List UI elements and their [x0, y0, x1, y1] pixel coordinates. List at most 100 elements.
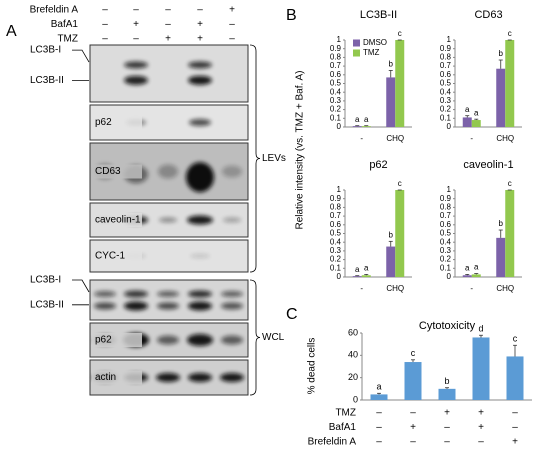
y-tick-label: 1 — [447, 185, 452, 194]
y-tick-label: 0.6 — [330, 70, 342, 79]
condition-sign: – — [102, 34, 108, 45]
blot-band — [220, 373, 244, 382]
legend-label: DMSO — [363, 38, 387, 47]
y-tick-label: 0.3 — [330, 96, 342, 105]
group-bracket — [249, 44, 261, 273]
condition-sign: + — [512, 437, 518, 448]
blot-label: CYC-1 — [95, 251, 125, 262]
condition-sign: + — [410, 422, 416, 433]
blot-label: caveolin-1 — [95, 215, 141, 226]
y-tick-label: 40 — [348, 350, 358, 360]
blot-band — [221, 291, 243, 297]
y-tick-label: 0.1 — [330, 113, 342, 122]
y-tick-label: 0.6 — [330, 220, 342, 229]
bar — [395, 40, 405, 127]
y-tick-label: 0.7 — [440, 211, 452, 220]
y-tick-label: 0.6 — [440, 220, 452, 229]
condition-sign: – — [133, 5, 139, 16]
blot-label: actin — [95, 372, 116, 383]
blot-band — [188, 75, 212, 85]
blot-label: LC3B-I — [30, 45, 61, 56]
condition-sign: – — [229, 19, 235, 30]
chart-title: caveolin-1 — [463, 159, 513, 171]
y-tick-label: 0.7 — [440, 61, 452, 70]
bar — [386, 77, 396, 127]
bar — [361, 126, 371, 127]
blot-band — [124, 61, 148, 69]
y-tick-label: 0.9 — [330, 44, 342, 53]
condition-label: TMZ — [57, 34, 78, 45]
condition-sign: – — [512, 422, 518, 433]
bar — [404, 362, 422, 400]
blot-band — [189, 119, 211, 126]
blot-band — [188, 290, 212, 298]
y-tick-label: 20 — [348, 372, 358, 382]
blot — [89, 279, 249, 321]
bar — [370, 394, 388, 400]
bar — [471, 274, 481, 277]
y-tick-label: 0.1 — [440, 113, 452, 122]
significance-letter: a — [355, 115, 360, 124]
blot — [89, 104, 249, 141]
significance-letter: b — [389, 230, 394, 239]
bar — [496, 237, 506, 277]
condition-sign: – — [197, 5, 203, 16]
y-tick-label: 0.3 — [330, 246, 342, 255]
condition-sign: – — [376, 437, 382, 448]
condition-label: Brefeldin A — [30, 5, 79, 16]
condition-sign: – — [133, 34, 139, 45]
condition-label: BafA1 — [329, 422, 357, 433]
condition-label: Brefeldin A — [308, 437, 357, 448]
significance-letter: c — [513, 334, 518, 344]
y-tick-label: 0.4 — [330, 87, 342, 96]
y-tick-label: 0 — [337, 122, 342, 131]
condition-sign: – — [512, 408, 518, 419]
significance-letter: c — [398, 179, 402, 188]
y-tick-label: 0 — [447, 122, 452, 131]
label-bg — [92, 249, 142, 263]
bar — [506, 356, 524, 400]
chart-title: CD63 — [474, 9, 502, 21]
y-tick-label: 0.4 — [330, 237, 342, 246]
significance-letter: a — [465, 105, 470, 114]
y-tick-label: 0.4 — [440, 237, 452, 246]
blot-band — [186, 162, 214, 193]
condition-sign: + — [229, 5, 235, 16]
significance-letter: c — [508, 179, 512, 188]
significance-letter: a — [364, 263, 369, 272]
chart-title: LC3B-II — [360, 9, 397, 21]
significance-letter: c — [508, 29, 512, 38]
significance-letter: a — [474, 263, 479, 272]
bar — [462, 117, 472, 127]
y-tick-label: 0 — [337, 272, 342, 281]
blot-band — [157, 291, 179, 297]
blot — [89, 44, 249, 103]
bar — [462, 275, 472, 277]
blot-band — [94, 302, 116, 310]
x-tick-label: CHQ — [386, 284, 404, 293]
condition-sign: – — [376, 408, 382, 419]
group-label: WCL — [262, 332, 285, 343]
significance-letter: a — [465, 263, 470, 272]
blot-label: p62 — [95, 117, 112, 128]
y-tick-label: 0.4 — [440, 87, 452, 96]
bar — [438, 388, 456, 400]
blot-band — [124, 290, 148, 298]
blot-band — [187, 215, 213, 225]
panel-label: B — [286, 7, 297, 24]
y-axis-label: % dead cells — [307, 338, 318, 395]
blot-band — [188, 373, 212, 382]
group-bracket — [249, 279, 261, 396]
bar — [361, 275, 371, 277]
blot-label: p62 — [95, 335, 112, 346]
bar — [472, 337, 490, 400]
bar — [395, 190, 405, 277]
condition-sign: – — [410, 437, 416, 448]
bar — [352, 126, 362, 127]
y-tick-label: 0.9 — [440, 44, 452, 53]
significance-letter: a — [355, 265, 360, 274]
bar — [505, 40, 515, 127]
condition-label: TMZ — [335, 408, 356, 419]
condition-sign: – — [229, 34, 235, 45]
